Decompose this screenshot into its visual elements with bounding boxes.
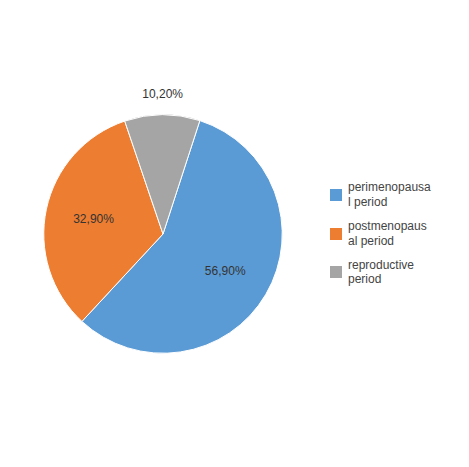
html-text:postmenopaus al period: postmenopaus al period bbox=[348, 219, 427, 248]
html-text:perimenopausa l period: perimenopausa l period bbox=[348, 180, 431, 209]
html-text:reproductive period: reproductive period bbox=[348, 257, 414, 287]
svg-text:32,90%: 32,90% bbox=[73, 212, 114, 226]
svg-text:10,20%: 10,20% bbox=[142, 86, 183, 100]
svg-text:56,90%: 56,90% bbox=[205, 263, 246, 277]
